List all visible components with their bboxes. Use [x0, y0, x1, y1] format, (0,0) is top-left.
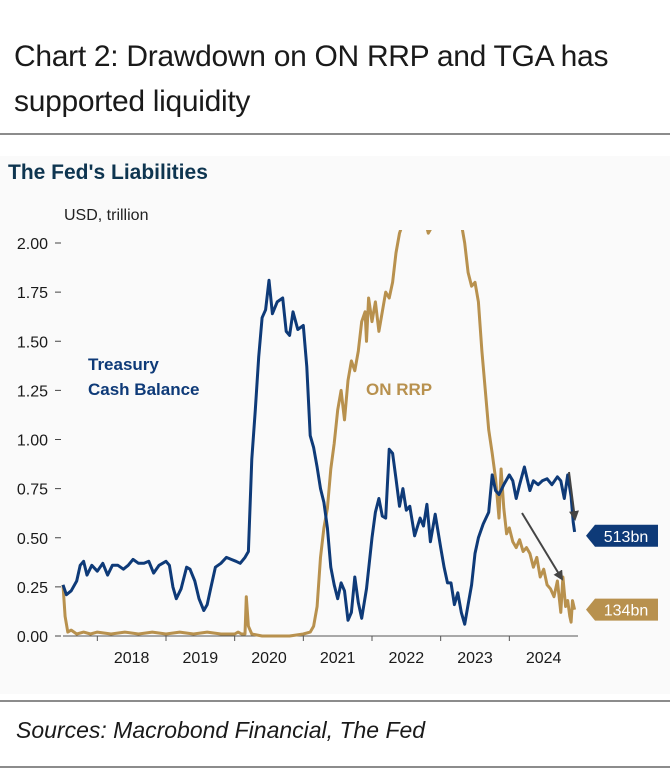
y-tick-label: 0.75: [17, 482, 48, 499]
tga-drawdown-arrow: [568, 471, 579, 521]
x-tick-label: 2019: [183, 650, 219, 667]
tga-series-label: Treasury Cash Balance: [88, 355, 200, 399]
tga-end-value-tag: 513bn: [586, 524, 658, 547]
rrp-end-value-tag: 134bn: [586, 598, 658, 621]
y-tick-label: 1.25: [17, 383, 48, 400]
sources-note: Sources: Macrobond Financial, The Fed: [16, 717, 426, 743]
x-tick-label: 2018: [114, 650, 150, 667]
x-tick-label: 2021: [320, 650, 356, 667]
y-tick-label: 0.00: [17, 629, 48, 646]
y-tick-label: 0.50: [17, 531, 48, 548]
y-tick-label: 2.00: [17, 236, 48, 253]
x-tick-label: 2022: [389, 650, 425, 667]
y-tick-label: 1.75: [17, 285, 48, 302]
top-rule: [0, 133, 670, 135]
middle-rule: [0, 700, 670, 702]
x-tick-label: 2023: [457, 650, 493, 667]
y-tick-label: 1.00: [17, 433, 48, 450]
rrp-drawdown-arrow: [521, 512, 564, 581]
x-tick-label: 2024: [526, 650, 562, 667]
y-tick-label: 1.50: [17, 334, 48, 351]
rrp-series-label: ON RRP: [366, 380, 432, 399]
tga-series-line: [61, 278, 577, 626]
bottom-rule: [0, 766, 670, 768]
rrp-series-line: [61, 230, 577, 638]
y-axis-unit: USD, trillion: [64, 207, 149, 224]
x-tick-label: 2020: [251, 650, 287, 667]
tga-end-value-tag-text: 513bn: [604, 529, 649, 546]
y-tick-label: 0.25: [17, 580, 48, 597]
rrp-end-value-tag-text: 134bn: [604, 603, 649, 620]
chart-subtitle: The Fed's Liabilities: [8, 161, 208, 184]
main-title: Chart 2: Drawdown on ON RRP and TGA has …: [14, 40, 609, 118]
